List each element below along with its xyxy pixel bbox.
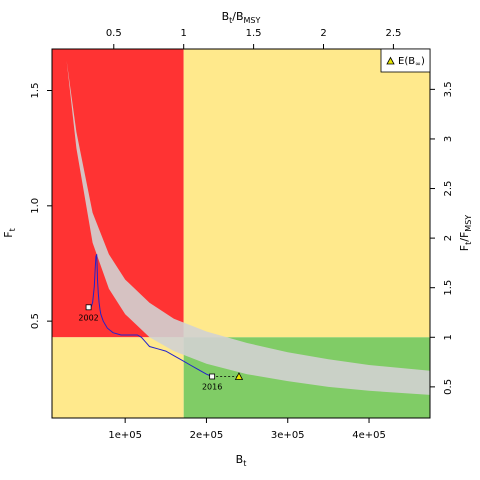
tick-label-top: 1.5 — [246, 28, 262, 39]
tick-label-bottom: 4e+05 — [352, 430, 386, 441]
zone-yellow-upper — [183, 49, 430, 338]
status-zones — [52, 49, 430, 418]
tick-label-right: 3 — [443, 136, 454, 142]
point-2002 — [85, 304, 92, 311]
msy-uncertainty-band — [66, 60, 430, 395]
tick-label-top: 2 — [320, 28, 326, 39]
y-axis-label-left: Ft — [2, 228, 17, 237]
tick-label-top: 2.5 — [385, 28, 401, 39]
tick-label-right: 2 — [443, 235, 454, 241]
point-2016 — [209, 373, 216, 380]
plot-border — [51, 48, 431, 419]
tick-label-left: 0.5 — [30, 313, 41, 329]
point-label-2002: 2002 — [78, 313, 98, 322]
legend-triangle-icon — [386, 56, 395, 65]
tick-label-bottom: 3e+05 — [271, 430, 305, 441]
zone-yellow-lower — [52, 337, 184, 418]
expected-point-marker — [234, 372, 244, 380]
point-label-2016: 2016 — [202, 382, 222, 391]
tick-label-top: 0.5 — [106, 28, 122, 39]
legend: E(B∞) — [380, 48, 431, 73]
x-axis-label-top: Bt/BMSY — [222, 10, 261, 25]
tick-label-left: 1.5 — [30, 83, 41, 99]
legend-label: E(B∞) — [398, 56, 425, 68]
tick-label-right: 2.5 — [443, 181, 454, 197]
x-axis-bottom: 1e+05 2e+05 3e+05 4e+05 — [108, 418, 386, 441]
tick-label-bottom: 2e+05 — [190, 430, 224, 441]
x-axis-label-bottom: Bt — [236, 453, 247, 468]
tick-label-right: 0.5 — [443, 379, 454, 395]
tick-label-right: 1.5 — [443, 280, 454, 296]
trajectory-line — [88, 254, 213, 377]
tick-label-right: 3.5 — [443, 81, 454, 97]
y-axis-left: 0.5 1.0 1.5 — [30, 83, 52, 329]
tick-label-bottom: 1e+05 — [108, 430, 142, 441]
y-axis-label-right: Ft/FMSY — [458, 215, 473, 251]
tick-label-right: 1 — [443, 334, 454, 340]
tick-label-left: 1.0 — [30, 198, 41, 214]
x-axis-top: 0.5 1 1.5 2 2.5 — [106, 28, 401, 49]
tick-label-top: 1 — [181, 28, 187, 39]
y-axis-right: 0.5 1 1.5 2 2.5 3 3.5 — [430, 81, 454, 395]
trajectory-points: 2002 2016 — [78, 304, 222, 391]
legend-box — [380, 48, 431, 73]
